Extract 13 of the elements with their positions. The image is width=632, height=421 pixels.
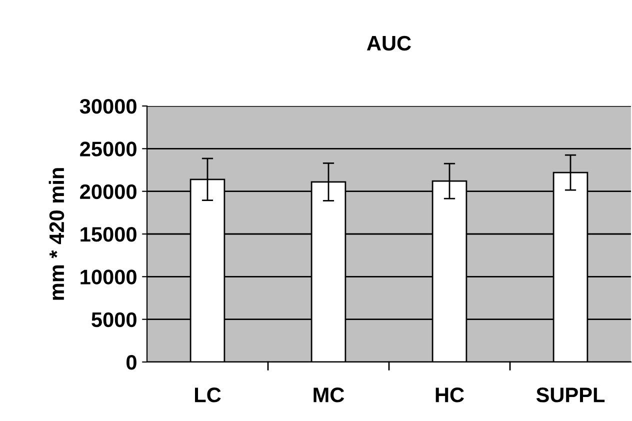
y-tick-label: 20000 [80,184,136,200]
x-tick-label: LC [195,388,221,402]
chart-title: AUC [366,36,411,51]
y-tick-label: 0 [126,355,136,370]
y-axis-title: mm * 420 min [48,168,64,300]
y-tick-label: 25000 [80,142,136,156]
y-tick-label: 15000 [80,227,136,242]
x-tick-label: HC [436,388,464,402]
y-tick-label: 10000 [80,270,136,284]
y-tick-label: 30000 [80,99,136,114]
x-tick-label: MC [314,388,344,402]
y-tick-label: 5000 [92,312,136,328]
x-tick-label: SUPPL [536,388,605,402]
